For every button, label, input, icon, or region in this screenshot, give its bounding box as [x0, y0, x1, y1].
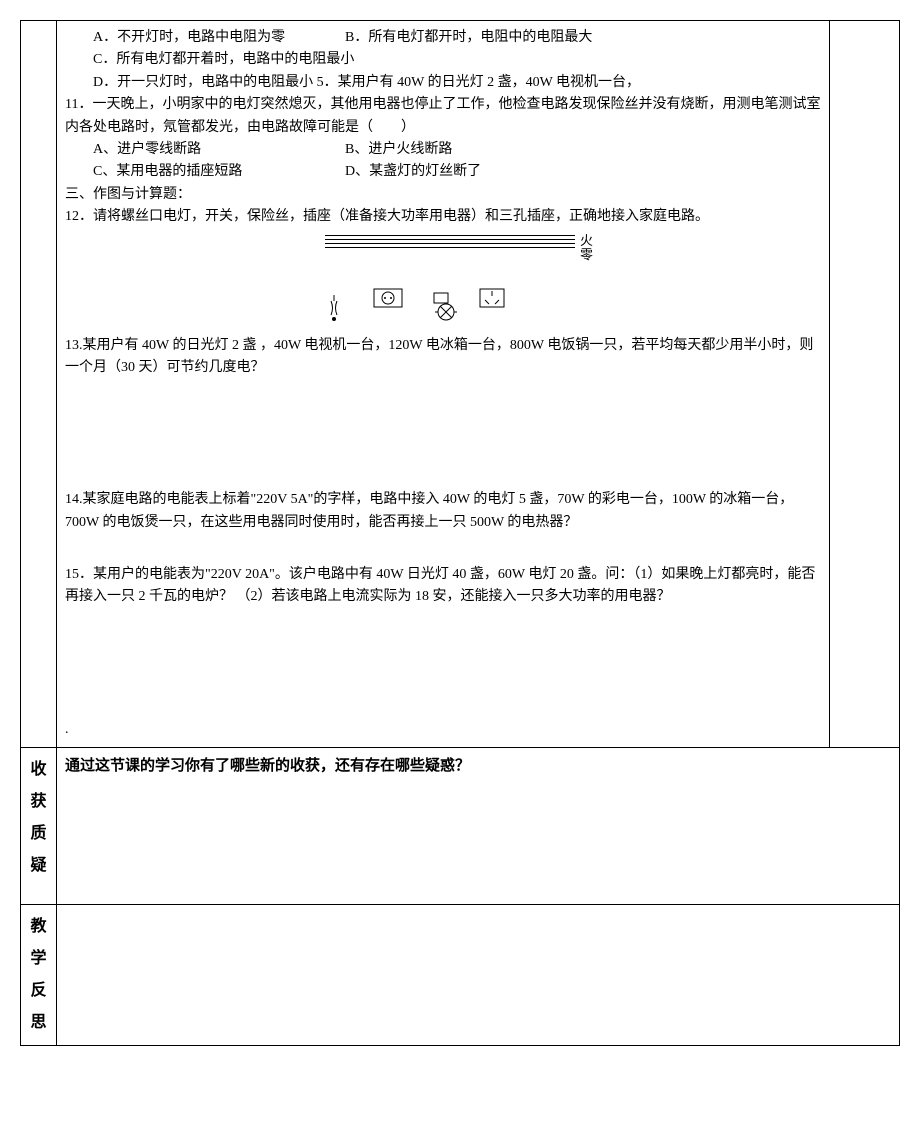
q11-stem: 11．一天晚上，小明家中的电灯突然熄灭，其他用电器也停止了工作，他检查电路发现保… — [65, 94, 821, 139]
harvest-question: 通过这节课的学习你有了哪些新的收获，还有存在哪些疑惑？ — [65, 754, 891, 778]
reflection-char-2: 反 — [29, 975, 48, 1007]
period-mark: . — [65, 719, 821, 741]
reflection-char-1: 学 — [29, 943, 48, 975]
fuse-icon — [325, 295, 343, 321]
harvest-char-3: 疑 — [29, 850, 48, 882]
q11-opt-a: A、进户零线断路 — [65, 139, 345, 161]
reflection-char-0: 教 — [29, 911, 48, 943]
label-zero: 零 — [580, 245, 593, 266]
option-d: D．开一只灯时，电路中的电阻最小 5．某用户有 40W 的日光灯 2 盏，40W… — [65, 72, 821, 94]
harvest-content: 通过这节课的学习你有了哪些新的收获，还有存在哪些疑惑？ — [57, 748, 900, 905]
section-3-heading: 三、作图与计算题： — [65, 184, 821, 206]
q11-opt-d: D、某盏灯的灯丝断了 — [345, 161, 481, 183]
q15-stem: 15．某用户的电能表为"220V 20A"。该户电路中有 40W 日光灯 40 … — [65, 564, 821, 609]
q11-opt-b: B、进户火线断路 — [345, 139, 452, 161]
left-sidebar-empty — [21, 21, 57, 748]
worksheet-table: A．不开灯时，电路中电阻为零 B．所有电灯都开时，电阻中的电阻最大 C．所有电灯… — [20, 20, 900, 1046]
q12-stem: 12．请将螺丝口电灯，开关，保险丝，插座（准备接大功率用电器）和三孔插座，正确地… — [65, 206, 821, 228]
q11-opt-c: C、某用电器的插座短路 — [65, 161, 345, 183]
harvest-char-2: 质 — [29, 818, 48, 850]
q13-stem: 13.某用户有 40W 的日光灯 2 盏 ，40W 电视机一台，120W 电冰箱… — [65, 335, 821, 380]
circuit-diagram: 火 零 — [65, 235, 821, 325]
reflection-char-3: 思 — [29, 1007, 48, 1039]
right-sidebar-empty — [830, 21, 900, 748]
option-c: C．所有电灯都开着时，电路中的电阻最小 — [65, 49, 821, 71]
three-pin-socket-icon — [479, 288, 505, 308]
reflection-sidebar: 教 学 反 思 — [21, 905, 57, 1046]
component-row — [325, 275, 645, 321]
harvest-char-0: 收 — [29, 754, 48, 786]
reflection-content — [57, 905, 900, 1046]
wires: 火 零 — [325, 235, 575, 251]
bulb-icon — [435, 301, 457, 331]
q14-stem: 14.某家庭电路的电能表上标着"220V 5A"的字样，电路中接入 40W 的电… — [65, 489, 821, 534]
harvest-sidebar: 收 获 质 疑 — [21, 748, 57, 905]
two-pin-socket-icon — [373, 288, 403, 308]
main-content: A．不开灯时，电路中电阻为零 B．所有电灯都开时，电阻中的电阻最大 C．所有电灯… — [57, 21, 830, 748]
harvest-char-1: 获 — [29, 786, 48, 818]
